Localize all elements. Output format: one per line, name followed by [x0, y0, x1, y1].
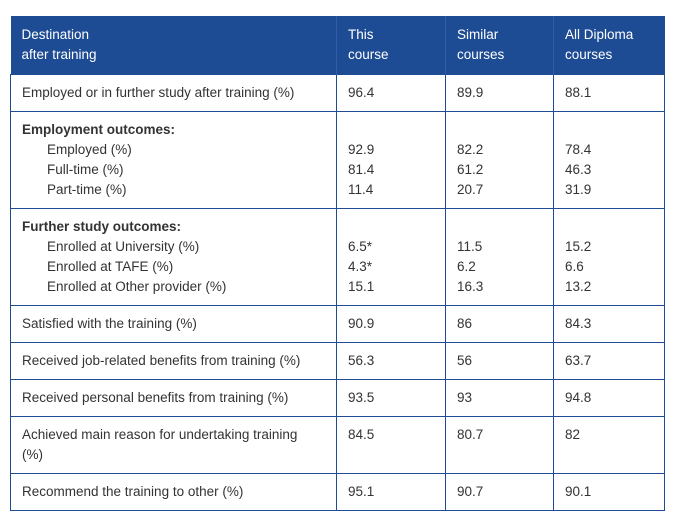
- group-title: Employment outcomes:: [22, 122, 176, 137]
- cell-this: 81.4: [348, 162, 375, 177]
- cell-all: 6.6: [565, 259, 584, 274]
- sub-label: Employed (%): [47, 142, 132, 157]
- header-similar-line1: Similar: [457, 27, 499, 42]
- row-label: Employed or in further study after train…: [10, 74, 337, 112]
- cell-similar: 93: [445, 379, 554, 417]
- row-label: Recommend the training to other (%): [10, 473, 337, 511]
- header-all-line2: courses: [565, 47, 613, 62]
- header-all-line1: All Diploma: [565, 27, 634, 42]
- table-header: Destination after training This course S…: [10, 16, 665, 75]
- cell-all: 63.7: [553, 342, 665, 380]
- cell-all: 84.3: [553, 305, 665, 343]
- cell-similar: 90.7: [445, 473, 554, 511]
- further-study-group-all: 15.2 6.6 13.2: [553, 208, 665, 306]
- cell-this: 6.5*: [348, 239, 373, 254]
- header-destination-line1: Destination: [21, 27, 90, 42]
- header-all-diploma-courses: All Diploma courses: [553, 16, 665, 75]
- header-row: Destination after training This course S…: [10, 16, 665, 75]
- header-destination: Destination after training: [10, 16, 337, 75]
- table-row: Received personal benefits from training…: [10, 379, 665, 417]
- row-label: Received job-related benefits from train…: [10, 342, 337, 380]
- cell-all: 13.2: [565, 279, 592, 294]
- sub-label: Full-time (%): [47, 162, 124, 177]
- cell-this: 56.3: [336, 342, 446, 380]
- cell-similar: 56: [445, 342, 554, 380]
- sub-label: Enrolled at TAFE (%): [47, 259, 174, 274]
- further-study-group-labels: Further study outcomes: Enrolled at Univ…: [10, 208, 337, 306]
- sub-label: Enrolled at Other provider (%): [47, 279, 227, 294]
- cell-this: 96.4: [336, 74, 446, 112]
- cell-this: 11.4: [348, 182, 374, 197]
- cell-this: 95.1: [336, 473, 446, 511]
- cell-all: 94.8: [553, 379, 665, 417]
- header-this-course: This course: [336, 16, 446, 75]
- cell-all: 88.1: [553, 74, 665, 112]
- row-label: Satisfied with the training (%): [10, 305, 337, 343]
- further-study-group-similar: 11.5 6.2 16.3: [445, 208, 554, 306]
- table-row: Received job-related benefits from train…: [10, 342, 665, 380]
- cell-all: 90.1: [553, 473, 665, 511]
- table-row-employment-group: Employment outcomes: Employed (%) Full-t…: [10, 111, 665, 209]
- row-label: Received personal benefits from training…: [10, 379, 337, 417]
- table-row: Achieved main reason for undertaking tra…: [10, 416, 665, 474]
- cell-similar: 82.2: [457, 142, 484, 157]
- employment-group-all: 78.4 46.3 31.9: [553, 111, 665, 209]
- cell-all: 15.2: [565, 239, 592, 254]
- cell-this: 92.9: [348, 142, 375, 157]
- header-this-line2: course: [348, 47, 389, 62]
- cell-similar: 89.9: [445, 74, 554, 112]
- cell-all: 31.9: [565, 182, 592, 197]
- cell-all: 82: [553, 416, 665, 474]
- sub-label: Part-time (%): [47, 182, 127, 197]
- cell-similar: 86: [445, 305, 554, 343]
- cell-similar: 20.7: [457, 182, 484, 197]
- cell-all: 46.3: [565, 162, 592, 177]
- employment-group-labels: Employment outcomes: Employed (%) Full-t…: [10, 111, 337, 209]
- employment-group-similar: 82.2 61.2 20.7: [445, 111, 554, 209]
- table-row: Satisfied with the training (%) 90.9 86 …: [10, 305, 665, 343]
- row-label: Achieved main reason for undertaking tra…: [10, 416, 337, 474]
- cell-this: 90.9: [336, 305, 446, 343]
- employment-group-this: 92.9 81.4 11.4: [336, 111, 446, 209]
- row-label-line2: (%): [22, 447, 43, 462]
- table-body: Employed or in further study after train…: [10, 74, 665, 511]
- header-this-line1: This: [348, 27, 374, 42]
- training-outcomes-table: Destination after training This course S…: [10, 16, 665, 511]
- further-study-group-this: 6.5* 4.3* 15.1: [336, 208, 446, 306]
- group-title: Further study outcomes:: [22, 219, 182, 234]
- table-row: Recommend the training to other (%) 95.1…: [10, 473, 665, 511]
- table-row: Employed or in further study after train…: [10, 74, 665, 112]
- cell-this: 84.5: [336, 416, 446, 474]
- header-similar-courses: Similar courses: [445, 16, 554, 75]
- table-row-further-study-group: Further study outcomes: Enrolled at Univ…: [10, 208, 665, 306]
- cell-this: 93.5: [336, 379, 446, 417]
- cell-all: 78.4: [565, 142, 592, 157]
- sub-label: Enrolled at University (%): [47, 239, 200, 254]
- cell-similar: 16.3: [457, 279, 484, 294]
- cell-this: 4.3*: [348, 259, 373, 274]
- cell-similar: 6.2: [457, 259, 476, 274]
- cell-similar: 11.5: [457, 239, 483, 254]
- row-label-line1: Achieved main reason for undertaking tra…: [22, 427, 298, 442]
- cell-this: 15.1: [348, 279, 375, 294]
- header-destination-line2: after training: [21, 47, 97, 62]
- cell-similar: 61.2: [457, 162, 484, 177]
- cell-similar: 80.7: [445, 416, 554, 474]
- header-similar-line2: courses: [457, 47, 505, 62]
